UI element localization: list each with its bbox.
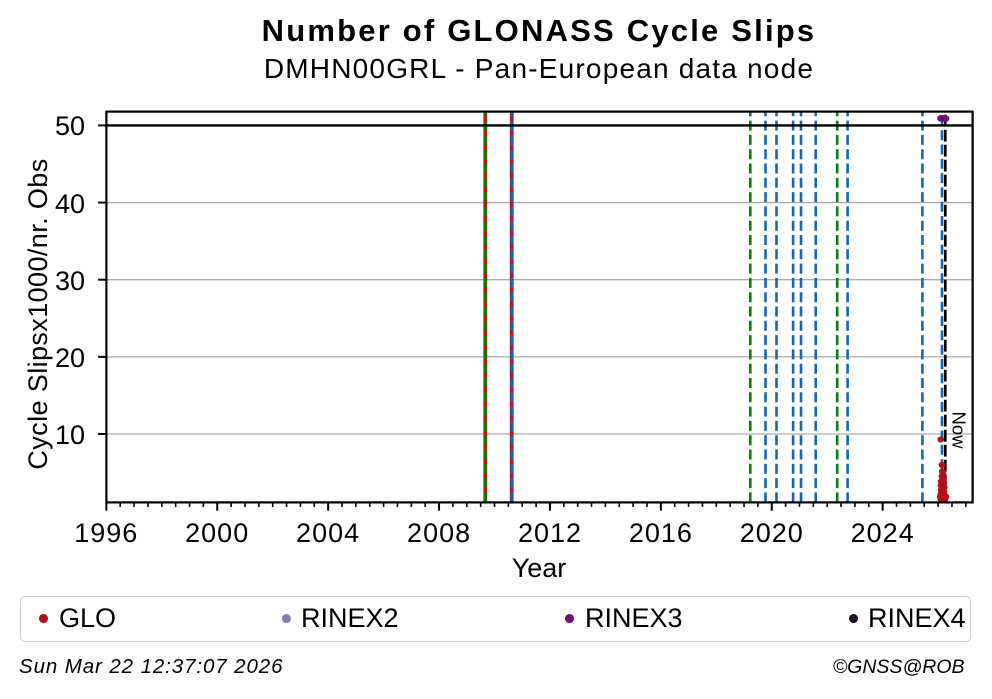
svg-text:Now: Now bbox=[949, 412, 970, 450]
